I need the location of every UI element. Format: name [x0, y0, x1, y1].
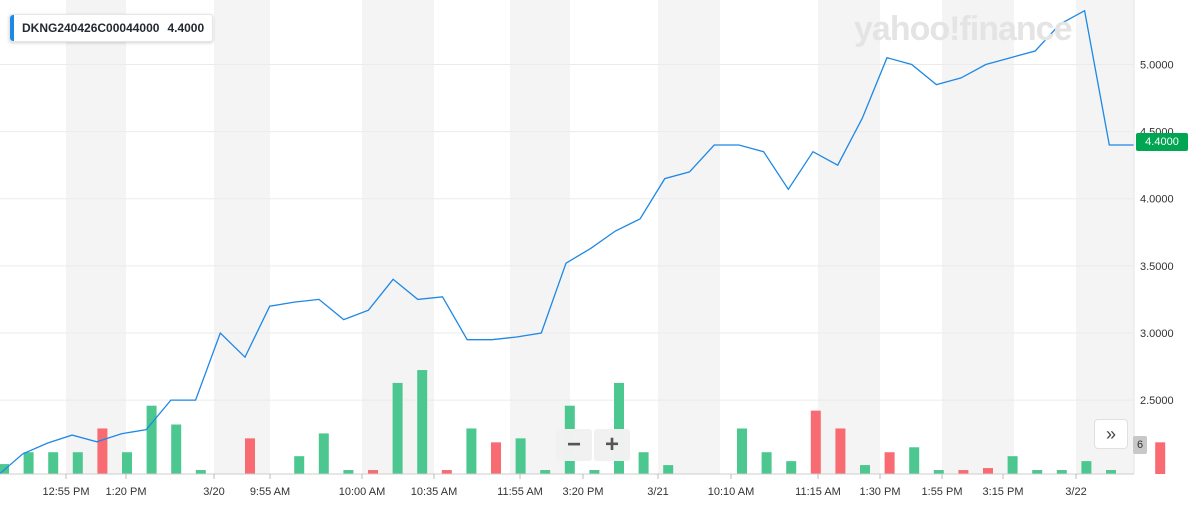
volume-bar [466, 428, 477, 474]
y-tick-label: 4.0000 [1140, 194, 1174, 206]
x-tick-label: 9:55 AM [250, 486, 290, 498]
session-band [1076, 0, 1134, 474]
horizontal-gridlines [0, 63, 1134, 401]
volume-bar [1007, 456, 1018, 474]
volume-bar [122, 452, 132, 474]
legend-value: 4.4000 [167, 21, 205, 35]
x-tick-label: 3/22 [1065, 486, 1086, 498]
series-legend[interactable]: DKNG240426C00044000 4.4000 [9, 14, 214, 42]
volume-bar [638, 452, 649, 474]
current-price-tag: 4.4000 [1136, 133, 1188, 151]
legend-symbol: DKNG240426C00044000 [22, 21, 160, 35]
volume-bar [1081, 461, 1092, 474]
volume-bar [860, 465, 870, 474]
volume-bar [589, 470, 600, 474]
x-tick-label: 1:55 PM [922, 486, 963, 498]
volume-bar [1032, 470, 1043, 474]
session-band [270, 0, 362, 474]
session-band [66, 0, 126, 474]
zoom-out-button[interactable]: − [556, 429, 592, 461]
volume-bar [737, 428, 747, 474]
session-band [214, 0, 270, 474]
x-tick-label: 10:35 AM [411, 486, 457, 498]
x-tick-label: 11:55 AM [497, 486, 543, 498]
volume-bar [392, 382, 403, 474]
x-tick-label: 3:20 PM [563, 486, 604, 498]
volume-bar [441, 470, 452, 474]
x-tick-label: 10:10 AM [708, 486, 754, 498]
scroll-right-button[interactable]: » [1094, 419, 1128, 449]
volume-bar [786, 461, 797, 474]
zoom-in-button[interactable]: + [594, 429, 630, 461]
volume-bar [884, 452, 895, 474]
x-tick-label: 3:15 PM [983, 486, 1024, 498]
session-band [658, 0, 720, 474]
volume-bar [146, 405, 157, 474]
volume-bar [72, 452, 83, 474]
volume-bar [958, 470, 969, 474]
volume-bar [1056, 470, 1067, 474]
x-tick-label: 10:00 AM [339, 486, 385, 498]
volume-bar [1155, 442, 1166, 474]
volume-bar [515, 438, 526, 474]
volume-bar [983, 468, 993, 474]
y-tick-label: 3.0000 [1140, 328, 1174, 340]
volume-bar [540, 470, 551, 474]
volume-bar [1106, 470, 1116, 474]
x-tick-label: 1:30 PM [860, 486, 901, 498]
session-band [720, 0, 818, 474]
session-bands [0, 0, 1134, 474]
session-band [126, 0, 214, 474]
session-band [1014, 0, 1076, 474]
volume-bar [761, 452, 772, 474]
x-tick-label: 12:55 PM [42, 486, 89, 498]
volume-bar [195, 470, 206, 474]
session-band [510, 0, 570, 474]
volume-bar [171, 424, 182, 474]
volume-bar [294, 456, 305, 474]
session-band [880, 0, 942, 474]
volume-bar [614, 382, 624, 474]
volume-bar [48, 452, 59, 474]
volume-bar [97, 428, 108, 474]
yahoo-finance-logo: yahoo!finance [854, 10, 1072, 48]
x-tick-label: 11:15 AM [795, 486, 841, 498]
volume-bar [810, 410, 821, 474]
volume-bar [835, 428, 846, 474]
volume-bar [23, 452, 34, 474]
session-band [434, 0, 510, 474]
x-tick-label: 3/20 [203, 486, 224, 498]
y-tick-label: 5.0000 [1140, 59, 1174, 71]
volume-bar [343, 470, 354, 474]
session-band [0, 0, 66, 474]
x-tick-label: 3/21 [647, 486, 668, 498]
x-tick-label: 1:20 PM [106, 486, 147, 498]
legend-swatch [10, 15, 14, 41]
volume-tag: 6 [1133, 436, 1147, 454]
volume-bar [368, 470, 378, 474]
volume-bar [909, 447, 920, 474]
x-axis-ticks: 12:55 PM 1:20 PM 3/20 9:55 AM 10:00 AM 10:35 … [42, 474, 1087, 498]
session-band [942, 0, 1014, 474]
volume-bar [491, 442, 501, 474]
volume-bar [663, 465, 674, 474]
volume-bar [933, 470, 944, 474]
price-line [0, 9, 1134, 475]
volume-bar [318, 433, 329, 474]
volume-bar [245, 438, 255, 474]
zoom-controls: − + [556, 429, 630, 461]
volume-bar [417, 370, 428, 474]
session-band [818, 0, 880, 474]
y-tick-label: 2.5000 [1140, 395, 1174, 407]
y-tick-label: 3.5000 [1140, 261, 1174, 273]
